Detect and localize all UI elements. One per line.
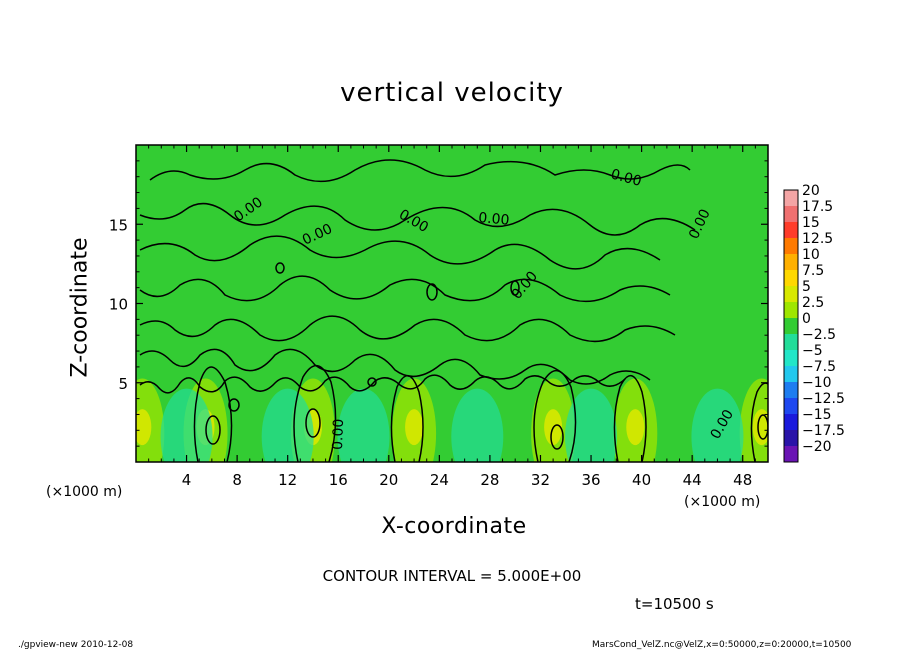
colorbar-label: −17.5	[802, 423, 845, 439]
x-tick-label: 24	[430, 471, 449, 489]
colorbar-label: −15	[802, 407, 832, 423]
colorbar-label: −2.5	[802, 327, 836, 343]
colorbar-label: −7.5	[802, 359, 836, 375]
chart-title: vertical velocity	[340, 78, 564, 108]
downdraft-region	[691, 388, 744, 462]
colorbar-swatch	[784, 270, 798, 287]
colorbar-swatch	[784, 238, 798, 255]
updraft-core	[626, 409, 645, 446]
colorbar-swatch	[784, 190, 798, 207]
x-tick-label: 44	[683, 471, 702, 489]
contour-interval-text: CONTOUR INTERVAL = 5.000E+00	[322, 567, 582, 585]
colorbar-swatch	[784, 382, 798, 399]
field-layer	[136, 378, 768, 462]
y-tick-label: 5	[118, 375, 128, 393]
colorbar-swatch	[784, 286, 798, 303]
footer-left: ./gpview-new 2010-12-08	[18, 640, 134, 650]
colorbar-swatch	[784, 334, 798, 351]
updraft-core	[136, 409, 152, 446]
colorbar-label: −10	[802, 375, 832, 391]
colorbar-label: 17.5	[802, 199, 833, 215]
x-tick-label: 12	[278, 471, 297, 489]
contour-label: 0.00	[478, 210, 510, 229]
colorbar-swatch	[784, 414, 798, 431]
x-tick-label: 16	[329, 471, 348, 489]
colorbar-label: −20	[802, 439, 832, 455]
colorbar-swatch	[784, 222, 798, 239]
x-unit-left: (×1000 m)	[46, 484, 123, 500]
downdraft-region	[160, 388, 213, 462]
colorbar-swatch	[784, 206, 798, 223]
time-label: t=10500 s	[635, 595, 714, 613]
contour-label: 0.00	[330, 418, 347, 450]
colorbar-swatch	[784, 446, 798, 463]
colorbar-swatch	[784, 350, 798, 367]
contour-lines	[139, 159, 768, 462]
contour-label: 0.00	[609, 166, 643, 190]
downdraft-region	[565, 388, 618, 462]
downdraft-region	[261, 388, 314, 462]
colorbar-swatch	[784, 302, 798, 319]
colorbar-label: −12.5	[802, 391, 845, 407]
updraft-core	[752, 409, 768, 446]
colorbar-frame	[783, 189, 799, 463]
downdraft-region	[451, 388, 504, 462]
x-tick-label: 36	[581, 471, 600, 489]
y-tick-label: 15	[109, 216, 128, 234]
y-tick-label: 10	[109, 296, 128, 314]
x-tick-label: 28	[480, 471, 499, 489]
y-axis-label: Z-coordinate	[67, 237, 93, 378]
colorbar-label: 12.5	[802, 231, 833, 247]
plot-area	[136, 145, 768, 462]
x-tick-label: 48	[733, 471, 752, 489]
x-axis-label: X-coordinate	[381, 514, 527, 539]
updraft-core	[405, 409, 424, 446]
x-unit-right: (×1000 m)	[684, 494, 761, 510]
x-tick-label: 20	[379, 471, 398, 489]
colorbar-swatch	[784, 366, 798, 383]
footer-right: MarsCond_VelZ.nc@VelZ,x=0:50000,z=0:2000…	[592, 640, 852, 650]
x-tick-label: 8	[232, 471, 242, 489]
colorbar-label: 15	[802, 215, 820, 231]
x-tick-label: 40	[632, 471, 651, 489]
colorbar-swatch	[784, 318, 798, 335]
colorbar-label: 20	[802, 183, 820, 199]
colorbar-swatch	[784, 254, 798, 271]
colorbar: 2017.51512.5107.552.50−2.5−5−7.5−10−12.5…	[783, 183, 845, 463]
x-tick-label: 4	[182, 471, 192, 489]
x-tick-label: 32	[531, 471, 550, 489]
downdraft-region	[337, 388, 390, 462]
colorbar-label: 5	[802, 279, 811, 295]
colorbar-label: 7.5	[802, 263, 824, 279]
colorbar-swatch	[784, 398, 798, 415]
colorbar-label: 2.5	[802, 295, 824, 311]
colorbar-label: −5	[802, 343, 823, 359]
colorbar-label: 0	[802, 311, 811, 327]
colorbar-swatch	[784, 430, 798, 447]
colorbar-label: 10	[802, 247, 820, 263]
